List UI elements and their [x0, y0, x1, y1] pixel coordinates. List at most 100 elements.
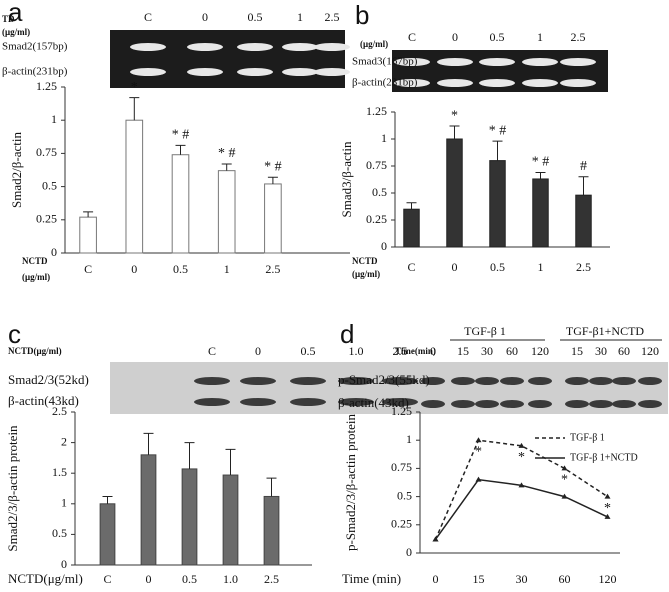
gel-column-label: 0: [255, 344, 261, 358]
y-tick-label: 1.25: [391, 404, 412, 418]
gel-band: [565, 377, 589, 385]
y-tick-label: 0.75: [391, 460, 412, 474]
y-tick-label: 0.75: [366, 158, 387, 172]
gel-band: [338, 377, 374, 385]
point: [604, 493, 611, 499]
significance-mark: * #: [218, 146, 236, 161]
gel-band: [314, 43, 350, 51]
point: [475, 476, 482, 482]
gel-row-label: β-actin(231bp): [2, 66, 68, 78]
legend-label: TGF-β 1+NCTD: [570, 452, 638, 463]
y-tick-label: 0: [381, 239, 387, 253]
gel-band: [638, 400, 662, 408]
error-bar: [83, 211, 94, 218]
error-bar: [143, 432, 154, 455]
bar: [575, 194, 592, 248]
gel-column-label: 120: [531, 344, 549, 358]
gel-band: [475, 377, 499, 385]
gel-band: [338, 398, 374, 406]
bar: [489, 160, 506, 248]
y-tick-label: 0.25: [391, 517, 412, 531]
gel-column-label: 30: [595, 344, 607, 358]
error-bar: [535, 171, 546, 179]
error-bar: [225, 448, 236, 476]
error-bar: [492, 140, 503, 161]
significance-mark: * #: [172, 128, 190, 143]
error-bar: [175, 144, 186, 155]
y-tick-label: 2.5: [52, 404, 67, 418]
gel-column-label: C: [408, 30, 416, 44]
y-tick-label: 0.5: [397, 488, 412, 502]
error-bar: [184, 442, 195, 469]
gel-band: [522, 79, 558, 87]
bar: [532, 178, 549, 248]
gel-column-label: 1: [297, 10, 303, 24]
x-tick-label: 0.5: [490, 260, 505, 274]
gel-band: [282, 68, 318, 76]
gel: [110, 30, 345, 88]
gel-band: [237, 43, 273, 51]
gel-band: [290, 377, 326, 385]
significance-mark: #: [580, 159, 587, 174]
x-tick-label: 0: [146, 572, 152, 586]
significance-mark: *: [475, 444, 482, 459]
gel-row-label: β-actin(231bp): [352, 77, 418, 89]
gel-band: [421, 377, 445, 385]
x-tick-label: 15: [473, 572, 485, 586]
gel-column-label: 2.5: [325, 10, 340, 24]
significance-mark: * #: [489, 123, 507, 138]
gel-band: [589, 377, 613, 385]
y-axis-label: p-Smad2/3/β-actin protein: [343, 414, 358, 551]
x-tick-label: 2.5: [264, 572, 279, 586]
gel-column-label: 0: [202, 10, 208, 24]
gel-band: [187, 68, 223, 76]
bar: [171, 154, 190, 254]
x-tick-label: C: [84, 262, 92, 276]
x-tick-label: 0.5: [182, 572, 197, 586]
error-bar: [221, 163, 232, 171]
gel-unit-label: (μg/ml): [360, 39, 388, 49]
gel-row-label: Smad3(167bp): [352, 56, 418, 68]
x-tick-label: 0: [452, 260, 458, 274]
y-tick-label: 1.25: [36, 79, 57, 93]
x-tick-label: 1: [538, 260, 544, 274]
point: [604, 513, 611, 519]
y-tick-label: 1.25: [366, 104, 387, 118]
gel-band: [479, 58, 515, 66]
panel-letter: b: [355, 0, 369, 30]
gel: [110, 362, 430, 414]
x-tick-label: 30: [516, 572, 528, 586]
gel-band: [589, 400, 613, 408]
gel-band: [500, 377, 524, 385]
gel-band: [437, 58, 473, 66]
bar: [79, 216, 97, 254]
gel-band: [479, 79, 515, 87]
significance-mark: *: [561, 473, 568, 488]
y-tick-label: 2: [61, 434, 67, 448]
bar: [125, 119, 144, 254]
error-bar: [267, 176, 278, 184]
y-tick-label: 1.5: [52, 465, 67, 479]
gel-column-label: 0.5: [248, 10, 263, 24]
gel-band: [421, 400, 445, 408]
gel-band: [382, 377, 418, 385]
x-axis-label: NCTD: [352, 256, 378, 266]
gel-band: [565, 400, 589, 408]
gel-column-label: 1: [537, 30, 543, 44]
y-axis-label: Smad3/β-actin: [339, 141, 354, 217]
x-tick-label: 2.5: [576, 260, 591, 274]
bar: [263, 495, 280, 566]
x-tick-label: 0: [433, 572, 439, 586]
y-axis-label: Smad2/β-actin: [9, 132, 24, 208]
line: [434, 439, 608, 540]
gel-unit-label: TD: [2, 14, 15, 24]
bar: [222, 474, 239, 566]
gel-column-label: 0.5: [301, 344, 316, 358]
gel-unit-label: (μg/ml): [2, 27, 30, 37]
gel-unit-label: NCTD(μg/ml): [8, 346, 62, 356]
gel-unit-label: Time(min): [395, 346, 436, 356]
gel-group-label: TGF-β 1: [464, 324, 506, 338]
gel-band: [187, 43, 223, 51]
x-axis-label: (μg/ml): [352, 269, 380, 279]
